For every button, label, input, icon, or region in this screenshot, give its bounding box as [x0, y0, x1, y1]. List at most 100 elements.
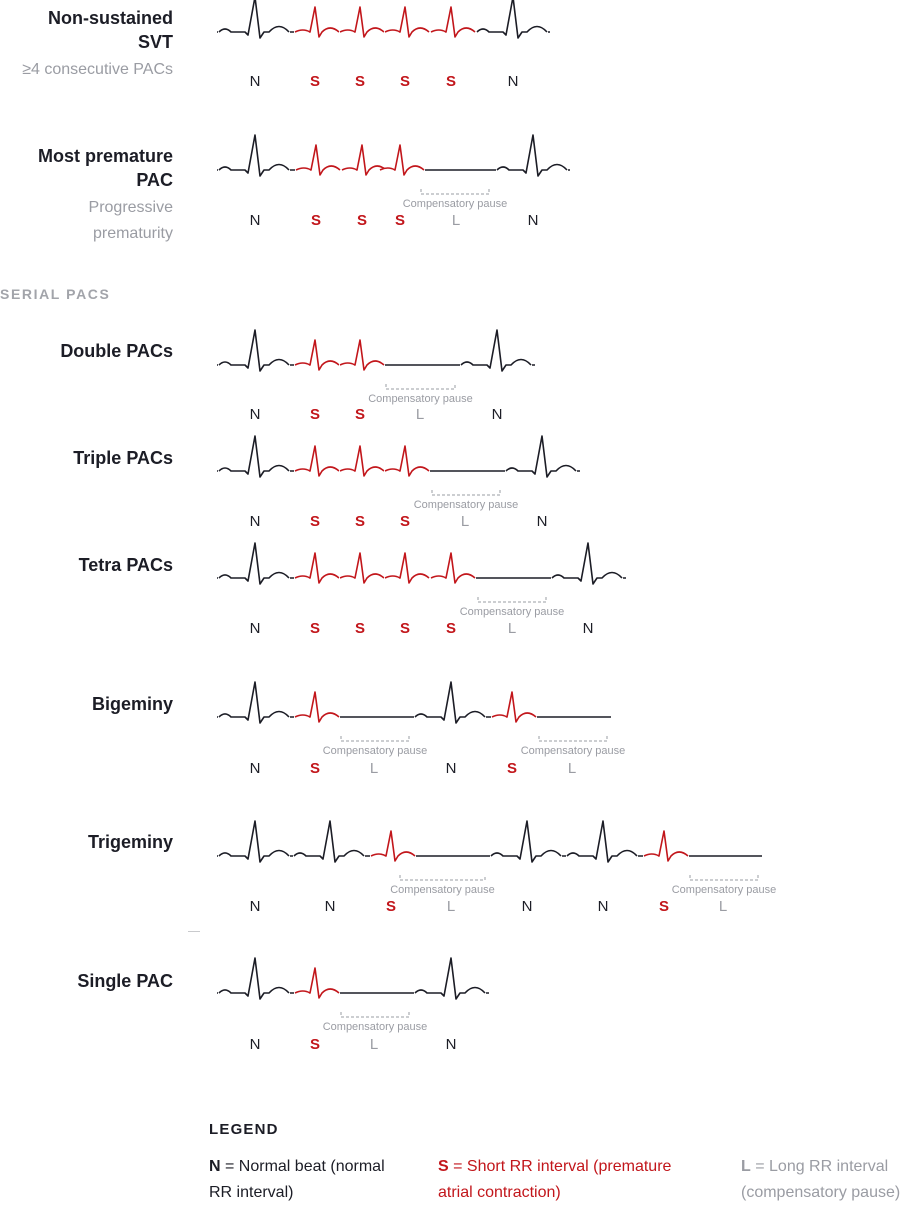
- premature-beat-wave: [294, 552, 340, 584]
- compensatory-pause-bracket: [477, 597, 547, 603]
- beat-label-n: N: [492, 406, 503, 423]
- row-title-double: Double PACs: [60, 339, 173, 363]
- premature-beat-wave: [384, 445, 430, 477]
- beat-label-n: N: [250, 406, 261, 423]
- normal-beat-wave: [218, 542, 290, 585]
- beat-label-n: N: [325, 898, 336, 915]
- row-title-bigeminy: Bigeminy: [92, 692, 173, 716]
- ecg-row-trigeminy: Compensatory pause Compensatory pause N N S L…: [217, 820, 776, 915]
- premature-beat-wave: [294, 6, 340, 38]
- compensatory-pause-bracket: [399, 875, 486, 881]
- beat-label-n: N: [250, 898, 261, 915]
- row-title-line: PAC: [136, 170, 173, 190]
- normal-beat-wave: [218, 329, 290, 372]
- beat-label-n: N: [250, 620, 261, 637]
- normal-beat-wave: [505, 435, 577, 478]
- legend-key-l: L: [741, 1158, 751, 1175]
- legend-item-short: S = Short RR interval (premature atrial …: [438, 1154, 708, 1206]
- beat-label-l: L: [508, 620, 516, 637]
- normal-beat-wave: [414, 681, 486, 724]
- normal-beat-wave: [218, 134, 290, 177]
- beat-label-s: S: [395, 212, 405, 229]
- compensatory-pause-label: Compensatory pause: [403, 198, 508, 210]
- compensatory-pause-label: Compensatory pause: [368, 393, 473, 405]
- premature-beat-wave: [339, 445, 385, 477]
- compensatory-pause-label: Compensatory pause: [460, 606, 565, 618]
- beat-label-n: N: [528, 212, 539, 229]
- premature-beat-wave: [294, 339, 340, 371]
- beat-label-s: S: [310, 1036, 320, 1053]
- normal-beat-wave: [218, 681, 290, 724]
- beat-label-n: N: [250, 73, 261, 90]
- premature-beat-wave: [643, 830, 689, 862]
- ecg-row-double: Compensatory pause N S S L N: [217, 329, 535, 423]
- beat-label-n: N: [250, 760, 261, 777]
- normal-beat-wave: [414, 957, 486, 1000]
- beat-label-s: S: [310, 406, 320, 423]
- beat-label-n: N: [446, 760, 457, 777]
- beat-label-s: S: [310, 513, 320, 530]
- beat-label-n: N: [250, 212, 261, 229]
- premature-beat-wave: [430, 6, 476, 38]
- beat-label-s: S: [310, 73, 320, 90]
- beat-label-l: L: [461, 513, 469, 530]
- premature-beat-wave: [384, 6, 430, 38]
- normal-beat-wave: [490, 820, 562, 863]
- row-title-line: Tetra PACs: [78, 555, 173, 575]
- beat-label-s: S: [446, 620, 456, 637]
- normal-beat-wave: [218, 957, 290, 1000]
- row-subtitle-nsvt: ≥4 consecutive PACs: [22, 57, 173, 83]
- beat-label-l: L: [370, 760, 378, 777]
- beat-label-s: S: [310, 620, 320, 637]
- compensatory-pause-bracket: [538, 736, 608, 742]
- ecg-row-triple: Compensatory pause N S S S L N: [217, 435, 580, 530]
- normal-beat-wave: [551, 542, 623, 585]
- beat-label-l: L: [719, 898, 727, 915]
- ecg-row-tetra: Compensatory pause N S S S S L N: [217, 542, 626, 637]
- row-title-most-premature: Most premature PAC: [38, 144, 173, 192]
- legend-text-n: = Normal beat (normal RR interval): [209, 1158, 385, 1201]
- normal-beat-wave: [476, 0, 548, 39]
- premature-beat-wave: [384, 552, 430, 584]
- beat-label-n: N: [598, 898, 609, 915]
- premature-beat-wave: [379, 144, 425, 176]
- compensatory-pause-label: Compensatory pause: [323, 1021, 428, 1033]
- beat-label-n: N: [583, 620, 594, 637]
- row-title-tetra: Tetra PACs: [79, 553, 173, 577]
- legend-title: LEGEND: [209, 1121, 279, 1138]
- beat-label-s: S: [507, 760, 517, 777]
- beat-label-l: L: [568, 760, 576, 777]
- beat-label-s: S: [400, 513, 410, 530]
- premature-beat-wave: [339, 552, 385, 584]
- beat-label-l: L: [447, 898, 455, 915]
- compensatory-pause-bracket: [431, 490, 501, 496]
- ecg-row-bigeminy: Compensatory pause Compensatory pause N S L N…: [217, 681, 625, 777]
- beat-label-s: S: [400, 73, 410, 90]
- premature-beat-wave: [294, 691, 340, 723]
- compensatory-pause-label: Compensatory pause: [414, 499, 519, 511]
- premature-beat-wave: [339, 339, 385, 371]
- row-title-line: Bigeminy: [91, 694, 173, 714]
- legend-key-n: N: [209, 1158, 221, 1175]
- normal-beat-wave: [218, 820, 290, 863]
- normal-beat-wave: [460, 329, 532, 372]
- compensatory-pause-bracket: [340, 736, 410, 742]
- beat-label-n: N: [446, 1036, 457, 1053]
- compensatory-pause-bracket: [385, 384, 456, 390]
- premature-beat-wave: [294, 967, 340, 999]
- premature-beat-wave: [491, 691, 537, 723]
- beat-label-n: N: [250, 513, 261, 530]
- beat-label-s: S: [659, 898, 669, 915]
- beat-label-s: S: [357, 212, 367, 229]
- legend-text-l: = Long RR interval (compensatory pause): [741, 1158, 901, 1201]
- legend-text-s: = Short RR interval (premature atrial co…: [438, 1158, 672, 1201]
- beat-label-n: N: [537, 513, 548, 530]
- normal-beat-wave: [496, 134, 568, 177]
- beat-label-s: S: [400, 620, 410, 637]
- row-title-line: Most premature: [37, 146, 173, 166]
- normal-beat-wave: [566, 820, 638, 863]
- normal-beat-wave: [218, 435, 290, 478]
- compensatory-pause-label: Compensatory pause: [390, 884, 495, 896]
- beat-label-s: S: [386, 898, 396, 915]
